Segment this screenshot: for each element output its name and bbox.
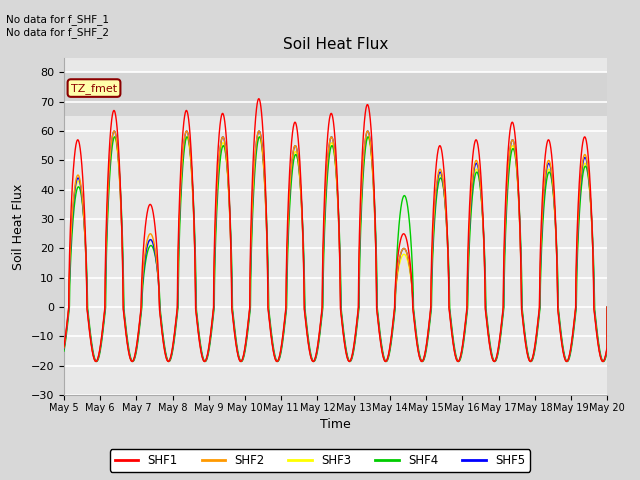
- Y-axis label: Soil Heat Flux: Soil Heat Flux: [12, 183, 25, 270]
- X-axis label: Time: Time: [320, 419, 351, 432]
- Text: TZ_fmet: TZ_fmet: [71, 83, 117, 94]
- Legend: SHF1, SHF2, SHF3, SHF4, SHF5: SHF1, SHF2, SHF3, SHF4, SHF5: [110, 449, 530, 472]
- Bar: [64, 72, 607, 116]
- Text: No data for f_SHF_1
No data for f_SHF_2: No data for f_SHF_1 No data for f_SHF_2: [6, 14, 109, 38]
- Title: Soil Heat Flux: Soil Heat Flux: [283, 37, 388, 52]
